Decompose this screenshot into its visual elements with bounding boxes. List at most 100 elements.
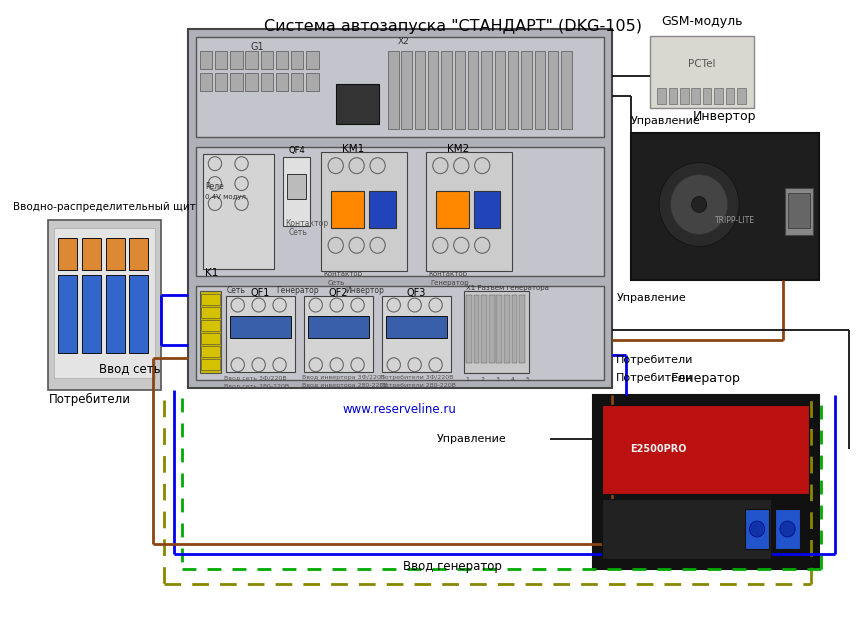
Bar (200, 51, 212, 69)
Text: Ввод сеть 280-220В: Ввод сеть 280-220В (224, 383, 289, 388)
Text: PCTel: PCTel (688, 59, 715, 69)
Bar (200, 73, 212, 91)
Bar (737, 88, 746, 104)
Bar (201, 346, 220, 357)
Bar (58, 238, 77, 270)
Bar (669, 88, 677, 104)
Text: QF2: QF2 (329, 288, 348, 298)
Bar (602, 404, 810, 494)
Text: Генератор: Генератор (671, 372, 740, 384)
Bar (481, 51, 492, 129)
Text: Потребители 3Ф/220В: Потребители 3Ф/220В (380, 375, 454, 380)
Text: X2: X2 (397, 37, 410, 46)
Bar (55, 228, 155, 378)
Text: Вводно-распределительный щит: Вводно-распределительный щит (13, 202, 196, 212)
Text: GSM-модуль: GSM-модуль (662, 15, 743, 28)
Text: Потребители: Потребители (617, 355, 694, 365)
Bar (494, 51, 505, 129)
Bar (436, 191, 469, 228)
Bar (304, 296, 373, 372)
Bar (401, 51, 412, 129)
Text: www.reserveline.ru: www.reserveline.ru (343, 403, 456, 416)
Bar (534, 51, 545, 129)
Text: QF4: QF4 (288, 146, 305, 155)
Text: Контактор: Контактор (323, 271, 362, 277)
Bar (464, 291, 529, 372)
Bar (321, 152, 407, 271)
Text: KM1: KM1 (342, 144, 365, 154)
Text: Сеть: Сеть (226, 286, 245, 294)
Bar (196, 147, 604, 276)
Bar (291, 51, 303, 69)
Bar (226, 296, 294, 372)
Bar (230, 73, 242, 91)
Bar (369, 191, 396, 228)
Circle shape (749, 521, 765, 537)
Bar (201, 307, 220, 318)
Text: Потребители: Потребители (48, 393, 131, 406)
Bar (630, 132, 819, 280)
Text: Ввод инвертора 280-220В: Ввод инвертора 280-220В (302, 383, 388, 388)
Bar (283, 157, 310, 226)
Text: Генератор: Генератор (276, 286, 319, 294)
Bar (215, 51, 227, 69)
Bar (388, 51, 398, 129)
Bar (507, 51, 519, 129)
Bar (521, 51, 532, 129)
Bar (201, 294, 220, 305)
Bar (512, 295, 517, 362)
Bar (106, 275, 125, 353)
Bar (81, 238, 100, 270)
Bar (196, 38, 604, 137)
Bar (548, 51, 559, 129)
Text: QF1: QF1 (251, 288, 270, 298)
Bar (520, 295, 525, 362)
Bar (275, 51, 288, 69)
Bar (275, 73, 288, 91)
Bar (415, 51, 425, 129)
Bar (81, 275, 100, 353)
Bar (382, 296, 451, 372)
Text: Ввод сеть: Ввод сеть (99, 362, 161, 375)
Bar (680, 88, 688, 104)
Text: 0.4V модул.: 0.4V модул. (205, 194, 249, 199)
Bar (58, 275, 77, 353)
Bar (561, 51, 572, 129)
Text: TRIPP-LITE: TRIPP-LITE (715, 216, 755, 225)
Bar (504, 295, 510, 362)
Bar (703, 88, 712, 104)
Text: E2500PRO: E2500PRO (630, 444, 687, 454)
Bar (261, 51, 273, 69)
Text: Сеть: Сеть (328, 280, 346, 286)
Bar (291, 73, 303, 91)
Text: 3: 3 (495, 378, 500, 382)
Bar (714, 88, 723, 104)
Bar (592, 394, 819, 569)
Bar (426, 152, 512, 271)
Bar (657, 88, 666, 104)
Circle shape (659, 162, 739, 246)
Text: Управление: Управление (630, 116, 701, 126)
Bar (201, 359, 220, 370)
Text: 2: 2 (481, 378, 484, 382)
Bar (201, 333, 220, 344)
Text: Контактор: Контактор (428, 271, 467, 277)
Bar (245, 51, 258, 69)
Bar (336, 84, 378, 124)
Bar (468, 51, 478, 129)
Bar (188, 29, 611, 387)
Text: Управление: Управление (617, 293, 686, 303)
Text: Ввод сеть 3Ф/220В: Ввод сеть 3Ф/220В (224, 375, 287, 380)
Bar (745, 509, 770, 549)
Text: Управление: Управление (437, 434, 507, 444)
Bar (307, 73, 319, 91)
Circle shape (691, 196, 707, 212)
Bar (48, 221, 161, 389)
Bar (308, 316, 369, 338)
Text: Контактор: Контактор (285, 219, 328, 228)
Text: Ввод инвертора 3Ф/220В: Ввод инвертора 3Ф/220В (302, 375, 385, 380)
Text: Потребители 280-220В: Потребители 280-220В (380, 383, 456, 388)
Bar (785, 188, 813, 236)
Bar (129, 238, 148, 270)
Bar (726, 88, 734, 104)
